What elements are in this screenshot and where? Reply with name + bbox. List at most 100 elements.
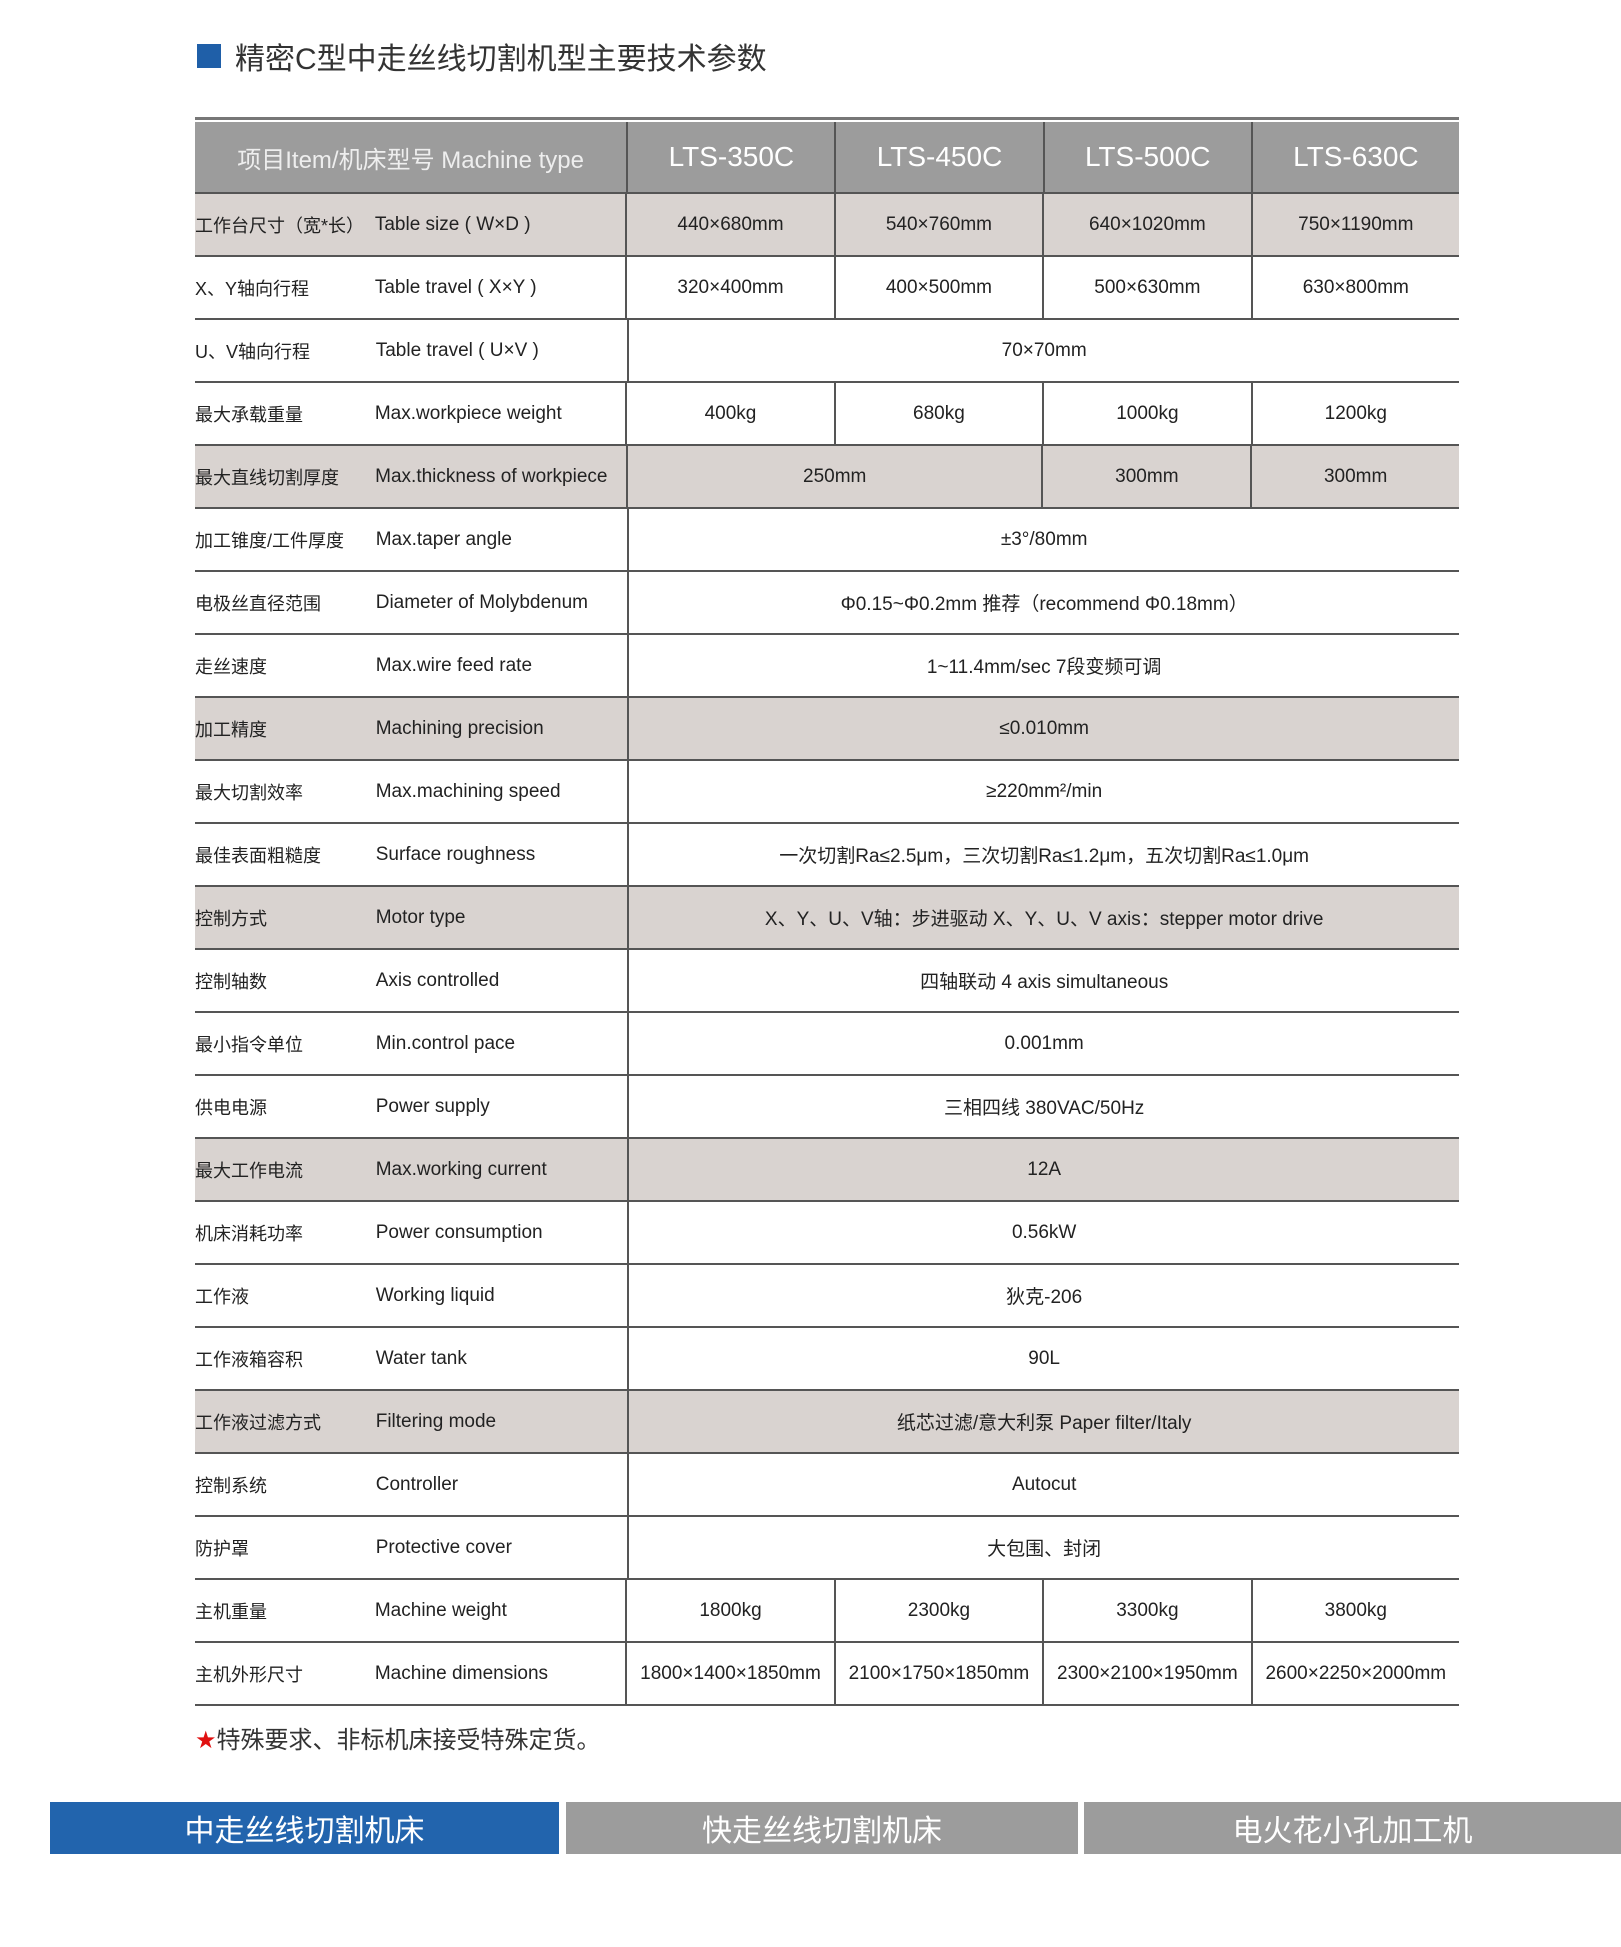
tab-label: 电火花小孔加工机 [1232,1815,1473,1848]
row-label-cn: 控制方式 [195,908,267,929]
row-label-cn: U、V轴向行程 [195,341,311,362]
table-row: X、Y轴向行程 Table travel ( X×Y ) 320×400mm 400×… [195,257,1459,320]
row-label-cn: 主机重量 [195,1601,267,1622]
table-row: 机床消耗功率 Power consumption 0.56kW [195,1202,1459,1265]
row-label-cn: 加工锥度/工件厚度 [195,530,345,551]
row-label-en: Axis controlled [375,969,500,991]
row-label-en: Controller [375,1473,459,1495]
header-model: LTS-630C [1250,122,1459,192]
table-cell: 三相四线 380VAC/50Hz [627,1076,1459,1137]
table-cell: 400kg [625,383,833,444]
row-label-en: Motor type [375,906,466,928]
footnote: ★特殊要求、非标机床接受特殊定货。 [195,1720,601,1755]
table-row: 主机重量 Machine weight 1800kg 2300kg 3300kg 3800… [195,1580,1459,1643]
row-label-cn: 走丝速度 [195,656,267,677]
table-cell: 0.56kW [627,1202,1459,1263]
table-row: 最大承载重量 Max.workpiece weight 400kg 680kg 1000… [195,383,1459,446]
row-label-cn: 加工精度 [195,719,267,740]
row-label-cn: 防护罩 [195,1538,249,1559]
section-title: 精密C型中走丝线切割机型主要技术参数 [197,34,767,78]
row-label-cn: 工作液 [195,1286,249,1307]
row-label-cn: 供电电源 [195,1097,267,1118]
tab-edm-drilling[interactable]: 电火花小孔加工机 [1084,1802,1621,1854]
table-row: 工作台尺寸（宽*长） Table size ( W×D ) 440×680mm 540… [195,194,1459,257]
table-cell: 0.001mm [627,1013,1459,1074]
spec-table: 项目Item/机床型号 Machine type LTS-350C LTS-45… [195,117,1459,1706]
table-row: 工作液 Working liquid 狄克-206 [195,1265,1459,1328]
row-label-cn: 控制系统 [195,1475,267,1496]
row-label-en: Table travel ( X×Y ) [374,276,537,298]
row-label-en: Power supply [375,1095,490,1117]
row-label-cn: 主机外形尺寸 [195,1664,303,1685]
table-cell: 440×680mm [625,194,833,255]
table-cell: 680kg [833,383,1042,444]
table-cell: Φ0.15~Φ0.2mm 推荐（recommend Φ0.18mm） [627,572,1459,633]
tab-label: 中走丝线切割机床 [184,1815,425,1848]
row-label-cn: X、Y轴向行程 [195,278,310,299]
table-cell: 300mm [1041,446,1250,507]
row-label-en: Table travel ( U×V ) [375,339,539,361]
table-row: 工作液箱容积 Water tank 90L [195,1328,1459,1391]
table-cell: 2100×1750×1850mm [833,1643,1042,1704]
tab-label: 快走丝线切割机床 [702,1815,942,1848]
table-cell: 500×630mm [1042,257,1250,318]
table-cell: 1200kg [1250,383,1459,444]
row-label-en: Surface roughness [375,843,536,865]
table-row: U、V轴向行程 Table travel ( U×V ) 70×70mm [195,320,1459,383]
table-cell: 3300kg [1042,1580,1250,1641]
table-row: 最大直线切割厚度 Max.thickness of workpiece 250mm 3… [195,446,1459,509]
row-label-cn: 工作台尺寸（宽*长） [195,215,365,236]
table-cell: ≤0.010mm [627,698,1459,759]
table-cell: 400×500mm [833,257,1042,318]
footnote-text: 特殊要求、非标机床接受特殊定货。 [216,1727,601,1754]
table-row: 控制系统 Controller Autocut [195,1454,1459,1517]
table-cell: 70×70mm [627,320,1459,381]
row-label-en: Machine dimensions [374,1662,549,1684]
row-label-en: Power consumption [375,1221,543,1243]
row-label-en: Machine weight [374,1599,507,1621]
tab-fast-wire[interactable]: 快走丝线切割机床 [566,1802,1078,1854]
table-row: 电极丝直径范围 Diameter of Molybdenum Φ0.15~Φ0.2m… [195,572,1459,635]
row-label-en: Max.workpiece weight [374,402,562,424]
section-title-text: 精密C型中走丝线切割机型主要技术参数 [235,43,767,76]
tab-medium-wire[interactable]: 中走丝线切割机床 [50,1802,559,1854]
table-cell: 2300kg [833,1580,1042,1641]
row-label-en: Max.wire feed rate [375,654,533,676]
row-label-cn: 最大切割效率 [195,782,303,803]
table-cell: 540×760mm [833,194,1042,255]
table-cell: 3800kg [1250,1580,1459,1641]
table-cell: 1800×1400×1850mm [625,1643,833,1704]
row-label-en: Min.control pace [375,1032,516,1054]
table-row: 控制轴数 Axis controlled 四轴联动 4 axis simultane… [195,950,1459,1013]
row-label-en: Water tank [375,1347,467,1369]
table-cell: X、Y、U、V轴：步进驱动 X、Y、U、V axis：stepper motor… [627,887,1459,948]
table-row: 供电电源 Power supply 三相四线 380VAC/50Hz [195,1076,1459,1139]
row-label-en: Protective cover [375,1536,512,1558]
table-row: 最佳表面粗糙度 Surface roughness 一次切割Ra≤2.5μm，三次切… [195,824,1459,887]
table-cell: 大包围、封闭 [627,1517,1459,1578]
table-body: 工作台尺寸（宽*长） Table size ( W×D ) 440×680mm 540… [195,194,1459,1706]
row-label-en: Max.taper angle [375,528,512,550]
table-cell: 320×400mm [625,257,833,318]
table-row: 工作液过滤方式 Filtering mode 纸芯过滤/意大利泵 Paper fil… [195,1391,1459,1454]
header-label: 项目Item/机床型号 Machine type [237,146,585,174]
row-label-en: Filtering mode [375,1410,497,1432]
table-cell: 90L [627,1328,1459,1389]
table-row: 最大切割效率 Max.machining speed ≥220mm²/min [195,761,1459,824]
table-cell: 2300×2100×1950mm [1042,1643,1250,1704]
row-label-en: Max.machining speed [375,780,561,802]
row-label-cn: 电极丝直径范围 [195,593,321,614]
table-cell: 300mm [1250,446,1459,507]
table-cell: 纸芯过滤/意大利泵 Paper filter/Italy [627,1391,1459,1452]
header-model: LTS-350C [626,122,834,192]
row-label-en: Max.thickness of workpiece [375,465,608,487]
table-row: 最大工作电流 Max.working current 12A [195,1139,1459,1202]
header-model: LTS-500C [1042,122,1251,192]
row-label-cn: 工作液过滤方式 [195,1412,321,1433]
table-row: 控制方式 Motor type X、Y、U、V轴：步进驱动 X、Y、U、V axis… [195,887,1459,950]
row-label-cn: 最小指令单位 [195,1034,303,1055]
star-icon: ★ [195,1727,217,1754]
table-row: 加工精度 Machining precision ≤0.010mm [195,698,1459,761]
row-label-en: Max.working current [375,1158,547,1180]
